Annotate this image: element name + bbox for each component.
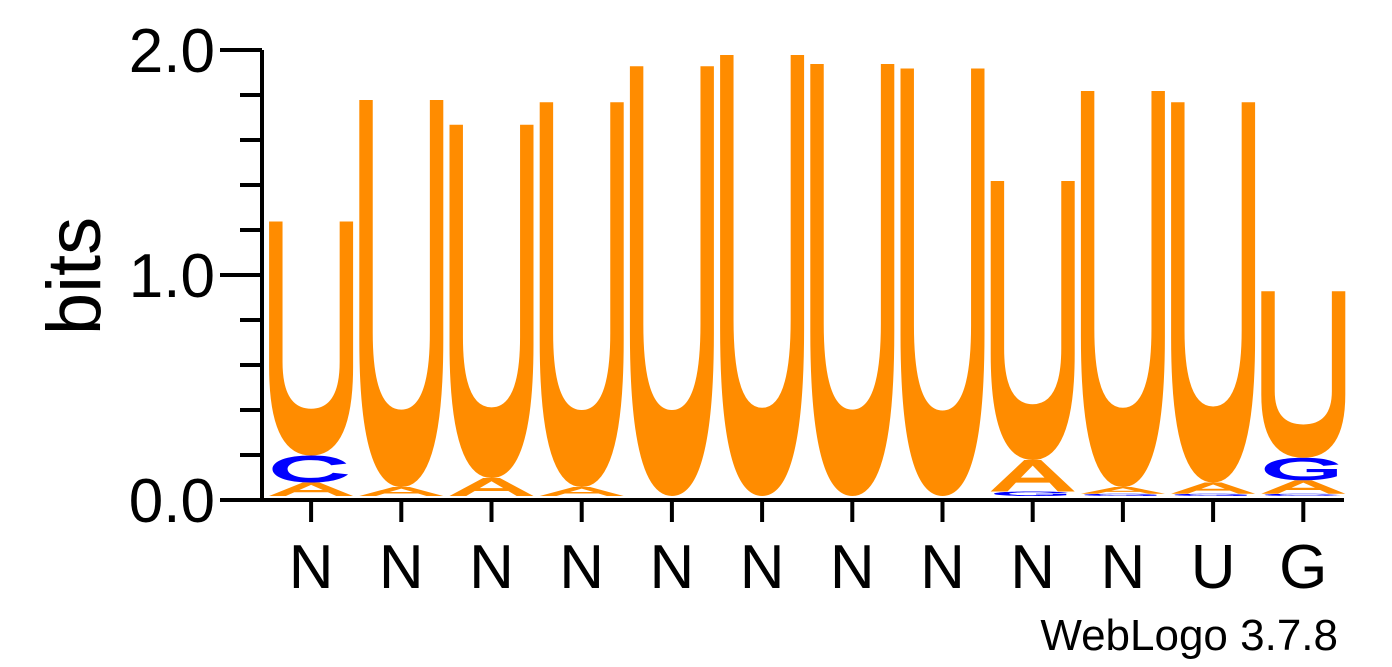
logo-letter-u (1261, 291, 1346, 458)
logo-letter-g (1084, 493, 1159, 496)
logo-letter-c (1264, 493, 1341, 496)
logo-letter-u (1171, 102, 1256, 483)
logo-letter-a (1261, 480, 1346, 494)
logo-letter-u (1080, 91, 1165, 487)
x-tick-label: N (650, 533, 695, 602)
x-tick-label: N (740, 533, 785, 602)
logo-letter-c (272, 455, 349, 483)
x-tick-label: G (1279, 533, 1327, 602)
logo-letter-u (359, 100, 444, 487)
y-tick-label: 2.0 (129, 17, 215, 86)
logo-letter-u (810, 64, 895, 497)
x-tick-label: N (920, 533, 965, 602)
logo-letter-u (449, 124, 534, 478)
x-tick-label: N (1010, 533, 1055, 602)
x-tick-label: N (559, 533, 604, 602)
logo-letter-u (720, 55, 805, 496)
x-tick-label: N (469, 533, 514, 602)
logo-letter-a (359, 487, 444, 496)
logo-letter-u (629, 66, 714, 496)
logo-letter-g (1264, 457, 1339, 481)
y-tick-label: 0.0 (129, 467, 215, 536)
y-tick-label: 1.0 (129, 242, 215, 311)
x-tick-label: N (379, 533, 424, 602)
y-axis: 0.0 1.0 2.0 (129, 17, 264, 536)
x-tick-label: N (289, 533, 334, 602)
x-tick-label: U (1191, 533, 1236, 602)
logo-letter-g (994, 491, 1068, 496)
y-axis-label: bits (32, 217, 117, 335)
logo-letter-g (1174, 493, 1249, 496)
logo-letter-u (539, 102, 624, 487)
logo-stacks (269, 55, 1346, 497)
x-tick-label: N (830, 533, 875, 602)
logo-letter-u (900, 68, 985, 496)
logo-letter-a (1080, 487, 1165, 494)
logo-letter-a (539, 487, 624, 496)
logo-letter-a (1171, 482, 1256, 494)
logo-letter-a (269, 482, 354, 496)
logo-letter-a (990, 460, 1075, 492)
logo-letter-a (449, 478, 534, 496)
logo-letter-u (990, 181, 1075, 460)
x-tick-label: N (1101, 533, 1146, 602)
weblogo-credit: WebLogo 3.7.8 (1040, 611, 1338, 660)
logo-letter-u (269, 221, 354, 456)
